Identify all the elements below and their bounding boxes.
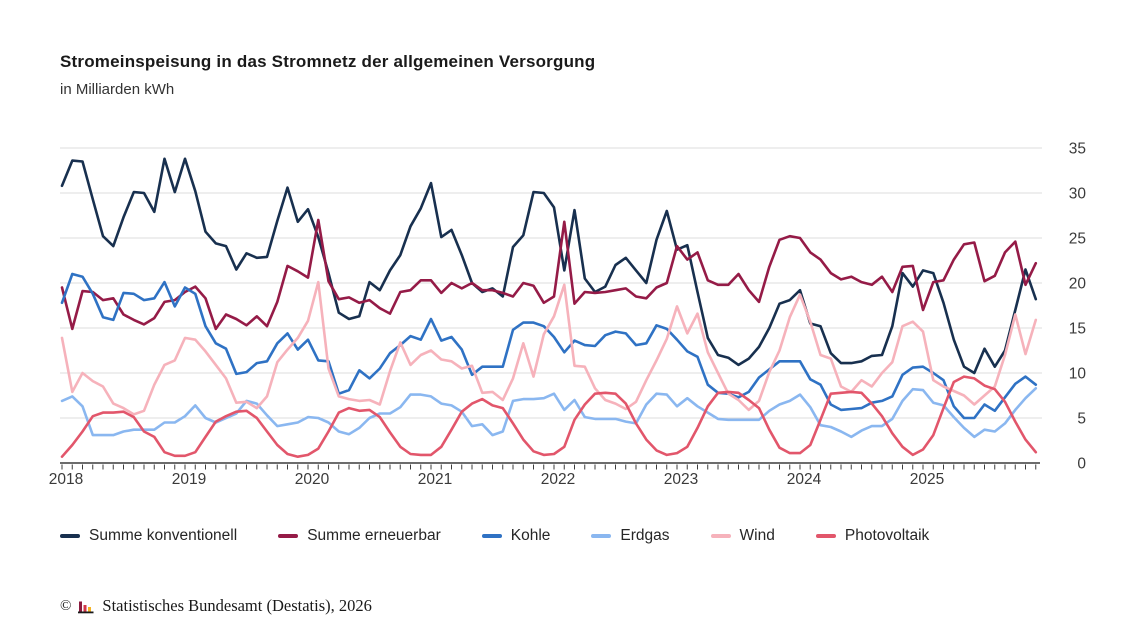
y-axis-label: 0 — [1077, 456, 1086, 473]
y-axis-label: 30 — [1069, 186, 1087, 203]
legend-swatch-kohle-icon — [481, 534, 502, 538]
footer-source: Statistisches Bundesamt (Destatis), 2026 — [102, 596, 372, 615]
y-axis-label: 5 — [1077, 411, 1086, 428]
legend-swatch-summe-konventionell-icon — [60, 534, 80, 538]
copyright-symbol: © — [60, 597, 72, 614]
series-line-kohle — [60, 272, 1038, 420]
legend-label: Summe konventionell — [89, 527, 238, 544]
legend-item-kohle: Kohle — [481, 527, 551, 545]
legend-swatch-photovoltaik-icon — [815, 534, 836, 538]
x-axis-label: 2018 — [49, 471, 83, 488]
legend-item-summe-konventionell: Summe konventionell — [60, 527, 237, 545]
legend-item-summe-erneuerbar: Summe erneuerbar — [278, 527, 441, 545]
legend-item-photovoltaik: Photovoltaik — [815, 527, 930, 545]
series-line-photovoltaik — [60, 375, 1038, 459]
legend-swatch-erdgas-icon — [591, 534, 612, 538]
chart-header: Stromeinspeisung in das Stromnetz der al… — [60, 52, 595, 98]
legend-label: Kohle — [510, 527, 551, 544]
x-axis-label: 2020 — [295, 471, 330, 488]
series-line-summe-konventionell — [60, 157, 1038, 375]
footer-source-line: © Statistisches Bundesamt (Destatis), 20… — [60, 596, 372, 616]
series-line-summe-erneuerbar — [60, 218, 1038, 331]
x-axis-label: 2022 — [541, 471, 575, 488]
series-line-wind — [60, 280, 1038, 416]
destatis-logo-icon — [78, 601, 94, 613]
legend-item-wind: Wind — [710, 527, 775, 545]
series-line-erdgas — [60, 386, 1038, 439]
chart-subtitle: in Milliarden kWh — [60, 81, 175, 98]
legend-label: Summe erneuerbar — [307, 527, 441, 544]
y-axis-label: 35 — [1069, 141, 1086, 158]
legend: Summe konventionell Summe erneuerbar Koh… — [60, 527, 1050, 545]
chart-title: Stromeinspeisung in das Stromnetz der al… — [60, 52, 596, 71]
x-axis-label: 2021 — [418, 471, 452, 488]
legend-label: Erdgas — [620, 527, 670, 544]
x-axis-label: 2025 — [910, 471, 944, 488]
x-axis-label: 2024 — [787, 471, 822, 488]
legend-label: Wind — [739, 527, 775, 544]
legend-swatch-wind-icon — [710, 534, 731, 538]
x-axis-label: 2019 — [172, 471, 206, 488]
y-axis-label: 25 — [1069, 231, 1086, 248]
y-axis-label: 10 — [1069, 366, 1087, 383]
line-chart: 2018 2019 2020 2021 2022 2023 2024 202505101520… — [49, 141, 1087, 489]
y-axis-label: 20 — [1069, 276, 1087, 293]
legend-swatch-summe-erneuerbar-icon — [278, 534, 299, 538]
legend-label: Photovoltaik — [844, 527, 930, 544]
legend-item-erdgas: Erdgas — [591, 527, 670, 545]
x-axis-label: 2023 — [664, 471, 698, 488]
y-axis-label: 15 — [1069, 321, 1086, 338]
